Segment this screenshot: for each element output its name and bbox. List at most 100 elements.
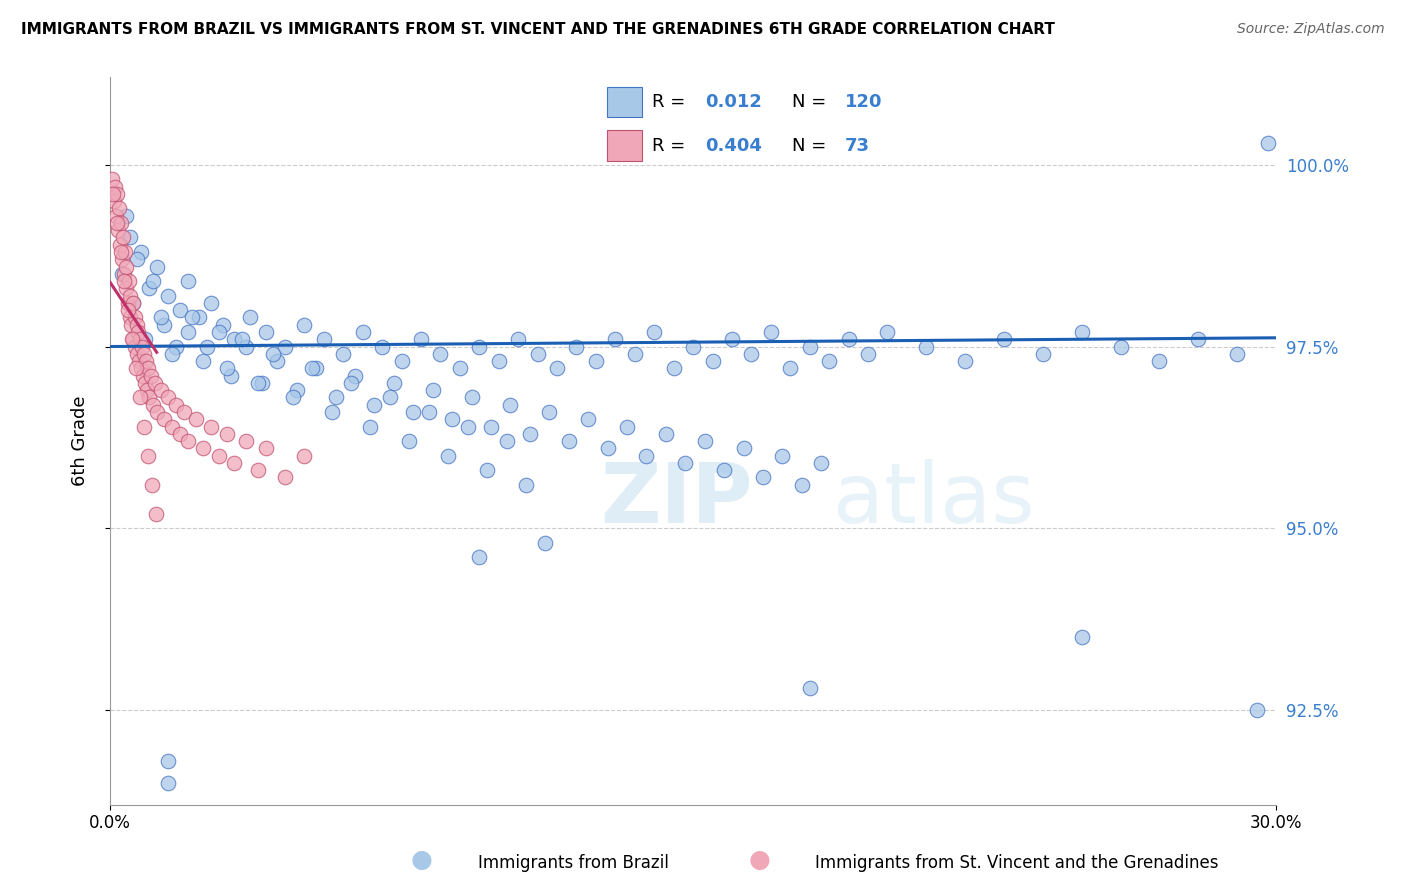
Point: [475, 463, 498, 477]
Point: [457, 419, 479, 434]
Point: [281, 391, 304, 405]
Point: [165, 339, 187, 353]
Point: [1109, 339, 1132, 353]
Point: [120, 288, 142, 302]
Point: [673, 456, 696, 470]
Text: ●: ●: [411, 848, 433, 872]
Point: [103, 194, 125, 208]
Point: [993, 332, 1015, 346]
Point: [1070, 631, 1092, 645]
Point: [441, 412, 464, 426]
Point: [382, 376, 405, 390]
Point: [136, 383, 159, 397]
Point: [915, 339, 938, 353]
Point: [129, 361, 152, 376]
Point: [499, 398, 522, 412]
Point: [200, 296, 222, 310]
Point: [378, 391, 401, 405]
Point: [110, 244, 132, 259]
Point: [139, 368, 162, 383]
Point: [495, 434, 517, 448]
Point: [721, 332, 744, 346]
Text: atlas: atlas: [832, 458, 1035, 540]
Point: [343, 368, 366, 383]
Point: [132, 368, 155, 383]
Point: [391, 354, 413, 368]
Point: [129, 244, 152, 259]
Point: [108, 237, 131, 252]
Text: Immigrants from Brazil: Immigrants from Brazil: [478, 855, 669, 872]
Point: [157, 288, 180, 302]
Point: [125, 318, 148, 332]
Point: [876, 325, 898, 339]
Point: [121, 332, 143, 346]
Point: [332, 347, 354, 361]
Point: [576, 412, 599, 426]
Point: [515, 477, 537, 491]
Point: [325, 391, 347, 405]
Point: [105, 216, 128, 230]
Point: [145, 507, 167, 521]
Point: [546, 361, 568, 376]
Point: [215, 426, 238, 441]
Point: [305, 361, 328, 376]
Text: ●: ●: [748, 848, 770, 872]
Point: [1226, 347, 1249, 361]
Point: [211, 318, 233, 332]
Point: [557, 434, 579, 448]
Point: [101, 186, 124, 201]
Point: [246, 376, 269, 390]
Y-axis label: 6th Grade: 6th Grade: [72, 396, 89, 486]
Point: [437, 449, 460, 463]
Point: [118, 274, 141, 288]
Point: [124, 339, 146, 353]
Point: [122, 296, 145, 310]
Point: [682, 339, 704, 353]
Point: [145, 260, 167, 274]
Point: [779, 361, 801, 376]
Point: [142, 274, 165, 288]
Point: [157, 776, 180, 790]
Point: [118, 310, 141, 325]
Point: [352, 325, 374, 339]
Point: [468, 550, 491, 565]
Point: [713, 463, 735, 477]
Point: [107, 202, 129, 216]
Point: [173, 405, 195, 419]
Point: [250, 376, 273, 390]
Point: [538, 405, 561, 419]
Point: [733, 442, 755, 456]
Point: [818, 354, 841, 368]
Point: [371, 339, 394, 353]
Point: [363, 398, 385, 412]
Point: [135, 354, 157, 368]
Point: [114, 274, 136, 288]
Point: [180, 310, 202, 325]
Point: [1149, 354, 1171, 368]
Point: [117, 303, 139, 318]
Point: [143, 376, 166, 390]
Point: [111, 267, 134, 281]
Point: [799, 339, 821, 353]
Point: [136, 449, 159, 463]
Point: [662, 361, 685, 376]
Point: [508, 332, 530, 346]
Point: [636, 449, 658, 463]
Point: [231, 332, 253, 346]
Point: [157, 754, 180, 768]
Point: [134, 376, 156, 390]
Text: IMMIGRANTS FROM BRAZIL VS IMMIGRANTS FROM ST. VINCENT AND THE GRENADINES 6TH GRA: IMMIGRANTS FROM BRAZIL VS IMMIGRANTS FRO…: [21, 22, 1054, 37]
Point: [107, 223, 129, 237]
Point: [149, 310, 172, 325]
Point: [643, 325, 665, 339]
Point: [177, 274, 200, 288]
Point: [285, 383, 308, 397]
Point: [111, 252, 134, 267]
Point: [246, 463, 269, 477]
Point: [129, 391, 152, 405]
Point: [1246, 703, 1268, 717]
Point: [740, 347, 762, 361]
Point: [274, 339, 297, 353]
Point: [460, 391, 482, 405]
Point: [953, 354, 976, 368]
